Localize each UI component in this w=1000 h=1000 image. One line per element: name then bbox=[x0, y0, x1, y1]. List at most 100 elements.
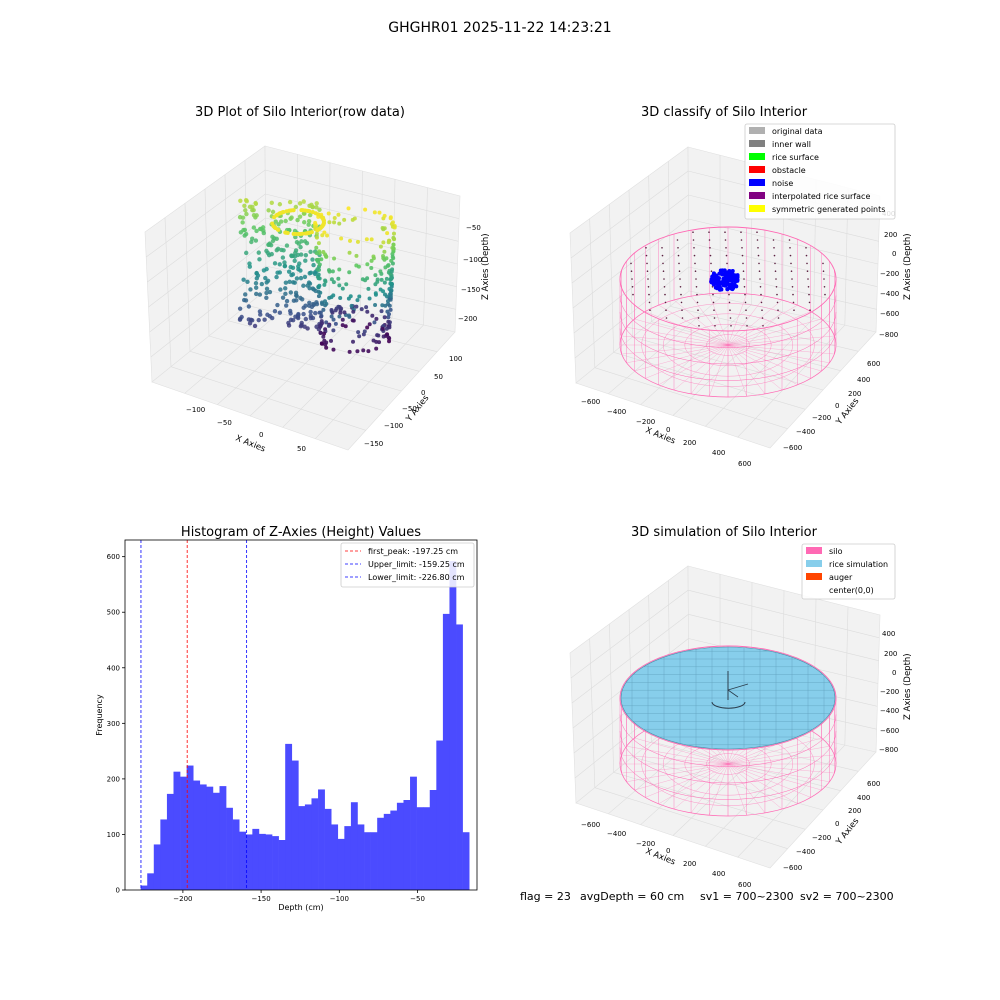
silo-floor-spoke bbox=[727, 344, 835, 355]
grid-line bbox=[315, 324, 424, 439]
grid-point bbox=[679, 286, 682, 288]
raw-point bbox=[338, 296, 343, 301]
grid-point bbox=[708, 231, 710, 233]
grid-point bbox=[789, 254, 792, 257]
raw-point bbox=[288, 317, 294, 323]
raw-point bbox=[321, 218, 326, 223]
silo-floor-spoke bbox=[727, 293, 747, 346]
histogram-ticks: −200 −150 −100 −50 0 100 200 300 400 500 600 bbox=[107, 553, 425, 903]
histogram-bar bbox=[245, 834, 253, 890]
raw-point bbox=[374, 339, 379, 344]
histogram-legend-frame bbox=[340, 542, 475, 588]
raw-point bbox=[381, 227, 386, 232]
raw-point bbox=[387, 312, 392, 317]
grid-point bbox=[693, 254, 696, 257]
grid-point bbox=[665, 317, 668, 319]
raw-point bbox=[322, 230, 327, 235]
raw-point bbox=[316, 294, 321, 299]
grid-point bbox=[774, 262, 776, 265]
raw-point bbox=[331, 280, 336, 285]
noise-point bbox=[716, 276, 721, 281]
histogram-bar bbox=[318, 789, 325, 890]
raw-point bbox=[247, 321, 253, 326]
raw-scatter-x-ticks: −100 −50 0 50 bbox=[186, 406, 306, 453]
raw-point bbox=[288, 290, 294, 295]
histogram-bar bbox=[206, 786, 214, 890]
grid-point bbox=[694, 262, 696, 265]
histogram-bar bbox=[153, 844, 161, 890]
classify-noise-points bbox=[709, 268, 740, 292]
raw-point bbox=[332, 220, 337, 225]
silo-floor-spoke bbox=[673, 763, 729, 810]
raw-point bbox=[303, 316, 309, 322]
raw-point bbox=[246, 304, 252, 309]
raw-point bbox=[278, 287, 283, 292]
grid-point bbox=[788, 239, 791, 241]
grid-point bbox=[663, 286, 666, 288]
histogram-bar bbox=[337, 838, 345, 890]
raw-point bbox=[280, 295, 286, 300]
legend-label: obstacle bbox=[772, 166, 806, 175]
raw-point bbox=[307, 271, 312, 276]
raw-point bbox=[373, 291, 378, 296]
raw-point bbox=[289, 253, 294, 258]
raw-point bbox=[303, 258, 308, 263]
raw-point bbox=[326, 323, 331, 328]
raw-point bbox=[261, 268, 267, 273]
classify-x-tick: 200 bbox=[683, 439, 696, 447]
raw-point bbox=[342, 217, 347, 222]
grid-point bbox=[710, 262, 712, 265]
raw-z-tick: −150 bbox=[461, 286, 480, 294]
raw-point bbox=[250, 204, 255, 210]
silo-floor-spoke bbox=[658, 304, 729, 346]
grid-point bbox=[713, 317, 716, 319]
raw-point bbox=[277, 310, 283, 315]
histogram-bar bbox=[331, 824, 339, 890]
grid-point bbox=[777, 317, 780, 319]
raw-scatter-z-ticks: −50 −100 −150 −200 bbox=[458, 224, 482, 323]
raw-point bbox=[326, 211, 331, 216]
legend-label: inner wall bbox=[772, 140, 811, 149]
raw-point bbox=[392, 237, 397, 242]
raw-point bbox=[321, 334, 326, 339]
raw-point bbox=[307, 203, 312, 208]
raw-point bbox=[317, 207, 322, 212]
noise-point bbox=[717, 284, 722, 289]
grid-point bbox=[664, 301, 667, 304]
raw-y-tick: 0 bbox=[421, 389, 425, 397]
raw-point bbox=[329, 307, 334, 312]
raw-scatter-title: 3D Plot of Silo Interior(row data) bbox=[195, 105, 405, 120]
raw-point bbox=[282, 260, 287, 265]
silo-floor-spoke bbox=[658, 344, 729, 386]
raw-point bbox=[257, 226, 263, 232]
raw-point bbox=[269, 251, 274, 257]
noise-point bbox=[727, 268, 732, 273]
raw-point bbox=[379, 309, 384, 314]
raw-point bbox=[329, 314, 334, 319]
grid-point bbox=[647, 278, 649, 280]
raw-point bbox=[364, 305, 369, 310]
grid-point bbox=[632, 293, 634, 296]
noise-point bbox=[727, 272, 732, 277]
grid-point bbox=[677, 254, 680, 257]
raw-point bbox=[243, 298, 249, 303]
raw-point bbox=[378, 269, 383, 274]
raw-point bbox=[380, 303, 385, 308]
raw-point bbox=[387, 238, 392, 243]
raw-point bbox=[253, 238, 259, 243]
raw-point bbox=[351, 339, 356, 344]
raw-point bbox=[298, 295, 303, 301]
raw-point bbox=[310, 286, 316, 291]
silo-floor-spoke bbox=[645, 311, 729, 346]
grid-point bbox=[740, 231, 742, 233]
raw-point bbox=[314, 245, 319, 250]
raw-point bbox=[391, 256, 396, 261]
histogram-bar bbox=[344, 826, 352, 890]
grid-point bbox=[761, 317, 764, 319]
silo-floor-spoke bbox=[727, 318, 822, 346]
histogram-bar bbox=[403, 800, 411, 890]
histogram-bar bbox=[304, 804, 312, 890]
simulation-legend-items: silo rice simulation auger center(0,0) bbox=[806, 547, 888, 595]
grid-point bbox=[789, 247, 791, 249]
